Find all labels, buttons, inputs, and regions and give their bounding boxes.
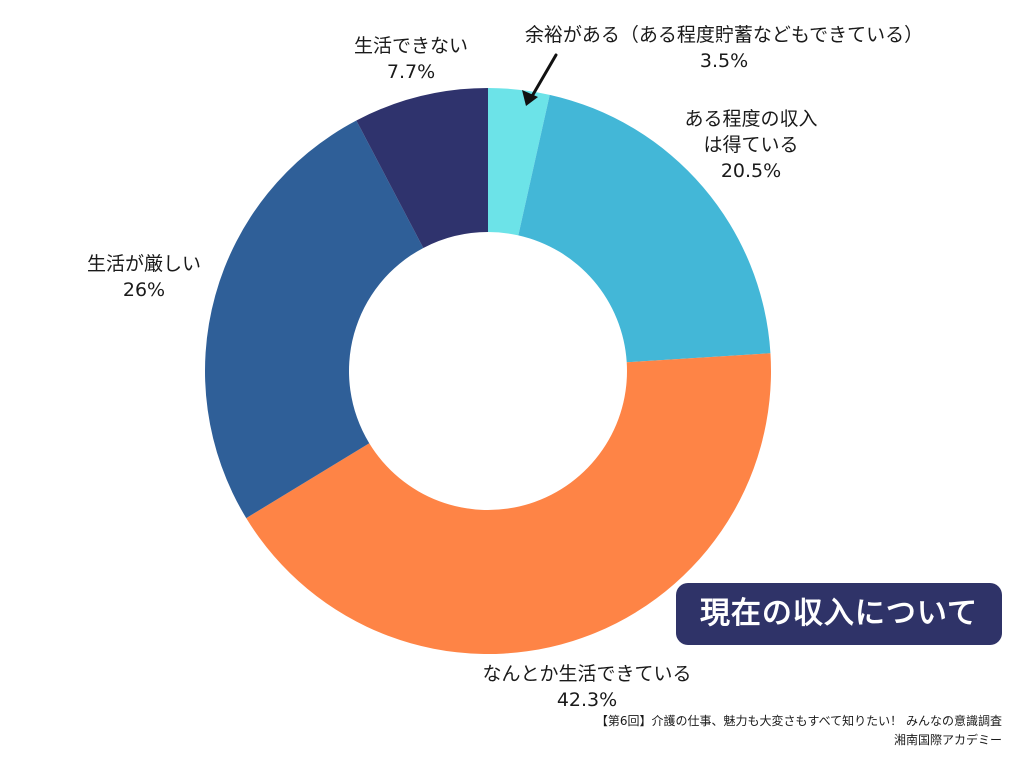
slice-label-0: 余裕がある（ある程度貯蓄などもできている） 3.5%: [525, 22, 923, 74]
slice-0-value: 3.5%: [699, 50, 749, 72]
donut-slice-3: [204, 120, 424, 519]
slice-label-1: ある程度の収入 は得ている 20.5%: [684, 106, 817, 184]
slice-2-name: なんとか生活できている: [482, 663, 692, 685]
slice-label-3: 生活が厳しい 26%: [87, 251, 201, 303]
slice-2-value: 42.3%: [556, 689, 618, 711]
slice-1-value: 20.5%: [720, 160, 782, 182]
slice-4-value: 7.7%: [386, 61, 436, 83]
slice-0-name: 余裕がある（ある程度貯蓄などもできている）: [524, 24, 924, 46]
footer-organization: 湘南国際アカデミー: [893, 733, 1002, 747]
donut-slice-2: [246, 353, 771, 655]
callout-arrow-icon: [522, 53, 558, 106]
slice-4-name: 生活できない: [353, 35, 469, 57]
donut-slice-4: [356, 88, 488, 248]
slice-1-name-line2: は得ている: [703, 134, 799, 156]
chart-title: 現在の収入について: [676, 583, 1002, 645]
slice-3-name: 生活が厳しい: [86, 253, 202, 275]
slice-label-2: なんとか生活できている 42.3%: [482, 661, 691, 713]
donut-slice-0: [488, 88, 550, 236]
slice-label-4: 生活できない 7.7%: [354, 33, 468, 85]
slice-3-value: 26%: [122, 279, 166, 301]
slice-1-name-line1: ある程度の収入: [684, 108, 818, 130]
footer-survey-title: 【第6回】介護の仕事、魅力も大変さもすべて知りたい！ みんなの意識調査: [595, 714, 1002, 728]
donut-slice-1: [518, 94, 771, 363]
